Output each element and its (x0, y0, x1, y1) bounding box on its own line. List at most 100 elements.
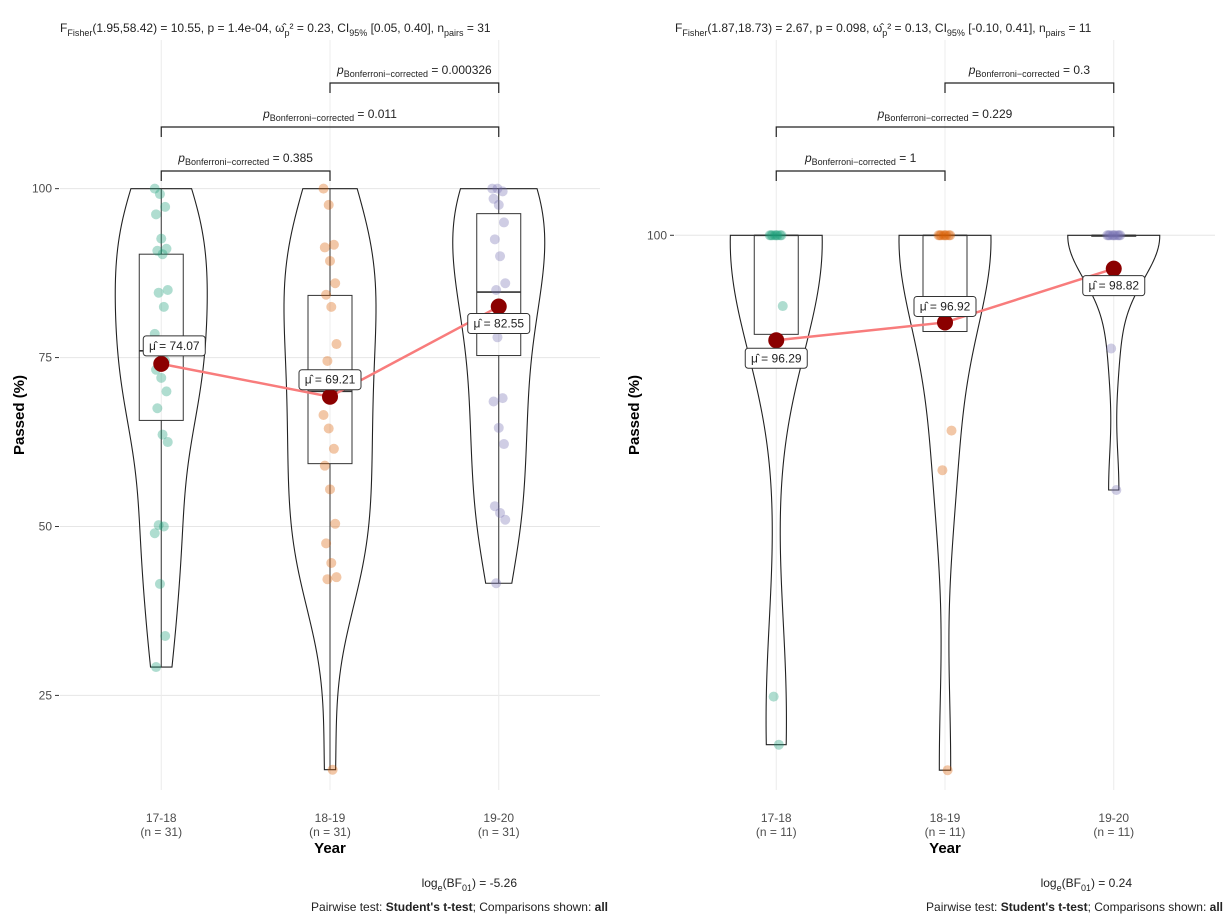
box (476, 213, 522, 357)
caption-part: ) = 0.24 (1091, 876, 1132, 890)
data-point (489, 234, 500, 245)
mean-point (490, 298, 507, 315)
violin (114, 188, 208, 668)
data-point (776, 230, 787, 241)
mean-point (937, 314, 953, 331)
data-point (1108, 230, 1119, 241)
comparison-label-part: p (968, 63, 976, 77)
data-point (326, 557, 337, 568)
data-point (764, 230, 775, 241)
chart-title-part: ² = 0.13, CI (887, 21, 947, 35)
data-point (156, 233, 167, 244)
data-point (328, 443, 339, 454)
chart-title-part: = 11 (1065, 21, 1091, 35)
x-tick-label: 17-18 (146, 811, 177, 825)
y-tick-label: 75 (39, 351, 53, 365)
violin (729, 234, 823, 746)
comparison-label-part: p (262, 107, 270, 121)
data-point (1111, 485, 1122, 495)
data-point (153, 520, 164, 531)
mean-point (1105, 260, 1122, 277)
comparison-label-part: p (336, 63, 344, 77)
chart-title-part: Fisher (67, 28, 92, 38)
comparison-bracket (329, 82, 500, 93)
comparison-label-part: = 0.000326 (428, 63, 492, 77)
data-point (1110, 230, 1121, 241)
data-point (323, 199, 334, 210)
comparison-label-part: = 0.229 (969, 107, 1013, 121)
data-point (157, 429, 168, 440)
x-tick-count: (n = 11) (925, 825, 966, 839)
data-point (771, 230, 782, 241)
comparison-label: pBonferroni−corrected = 1 (804, 151, 917, 167)
mean-label: μ̂ = 69.21 (305, 373, 356, 387)
comparison-label-part: p (804, 151, 812, 165)
chart-title-part: pairs (444, 28, 464, 38)
data-point (162, 437, 173, 448)
y-axis-title: Passed (%) (11, 375, 28, 455)
data-point (319, 242, 330, 253)
caption: loge(BF01) = -5.26 (422, 876, 518, 893)
data-point (938, 230, 949, 241)
data-point (1112, 230, 1123, 241)
x-tick-count: (n = 31) (478, 825, 520, 839)
caption-test: Pairwise test: Student's t-test; Compari… (311, 900, 608, 914)
chart-title-part: [0.05, 0.40], n (367, 21, 444, 35)
comparison-label-part: = 0.011 (354, 107, 397, 121)
y-tick-label: 100 (32, 182, 52, 196)
data-point (768, 691, 779, 702)
caption: loge(BF01) = 0.24 (1041, 876, 1133, 893)
mean-label: μ̂ = 74.07 (149, 339, 200, 353)
data-point (318, 410, 329, 420)
x-tick-count: (n = 11) (756, 825, 797, 839)
comparison-label: pBonferroni−corrected = 0.011 (262, 107, 397, 123)
x-tick-label: 17-18 (761, 811, 792, 825)
violin (1067, 234, 1161, 491)
data-point (1104, 230, 1115, 241)
mean-label-box (298, 369, 362, 391)
mean-label: μ̂ = 96.92 (920, 299, 971, 313)
caption-test-part: ; Comparisons shown: (1088, 900, 1210, 914)
caption-part: 01 (462, 883, 472, 893)
y-tick-label: 50 (39, 519, 53, 533)
chart-title: FFisher(1.87,18.73) = 2.67, p = 0.098, ω… (675, 21, 1092, 38)
x-tick-label: 18-19 (315, 811, 346, 825)
data-point (488, 193, 499, 204)
caption-part: (BF (443, 876, 462, 890)
data-point (161, 243, 172, 254)
chart-title-part: = 31 (464, 21, 491, 35)
comparison-label: pBonferroni−corrected = 0.3 (968, 63, 1091, 79)
caption-part: ) = -5.26 (472, 876, 517, 890)
x-axis-title: Year (314, 840, 346, 857)
data-point (321, 289, 332, 300)
caption-test-part: Student's t-test (1001, 900, 1088, 914)
caption-test-part: Student's t-test (386, 900, 473, 914)
chart-title-part: pairs (1046, 28, 1066, 38)
mean-label: μ̂ = 82.55 (473, 317, 524, 331)
data-point (767, 230, 778, 241)
comparison-label-part: Bonferroni−corrected (884, 113, 968, 123)
data-point (157, 249, 168, 260)
data-point (322, 574, 333, 585)
comparison-label-part: Bonferroni−corrected (812, 157, 896, 167)
data-point (160, 630, 171, 641)
data-point (331, 572, 342, 583)
data-point (151, 662, 162, 673)
data-point (492, 332, 503, 343)
chart-title-part: (1.87,18.73) = 2.67, p = 0.098, ω̂ (707, 21, 884, 35)
data-point (1113, 230, 1124, 241)
caption-test-part: all (595, 900, 608, 914)
data-point (149, 183, 160, 194)
chart-title-part: 95% (947, 28, 965, 38)
mean-label-box (744, 347, 808, 369)
data-point (500, 278, 511, 289)
data-point (322, 355, 333, 366)
x-axis-title: Year (929, 840, 961, 857)
data-point (943, 230, 954, 241)
data-point (330, 278, 341, 289)
data-point (1106, 343, 1117, 354)
caption-part: (BF (1062, 876, 1081, 890)
data-point (937, 465, 948, 476)
comparison-bracket (775, 126, 1115, 137)
caption-part: 01 (1081, 883, 1091, 893)
